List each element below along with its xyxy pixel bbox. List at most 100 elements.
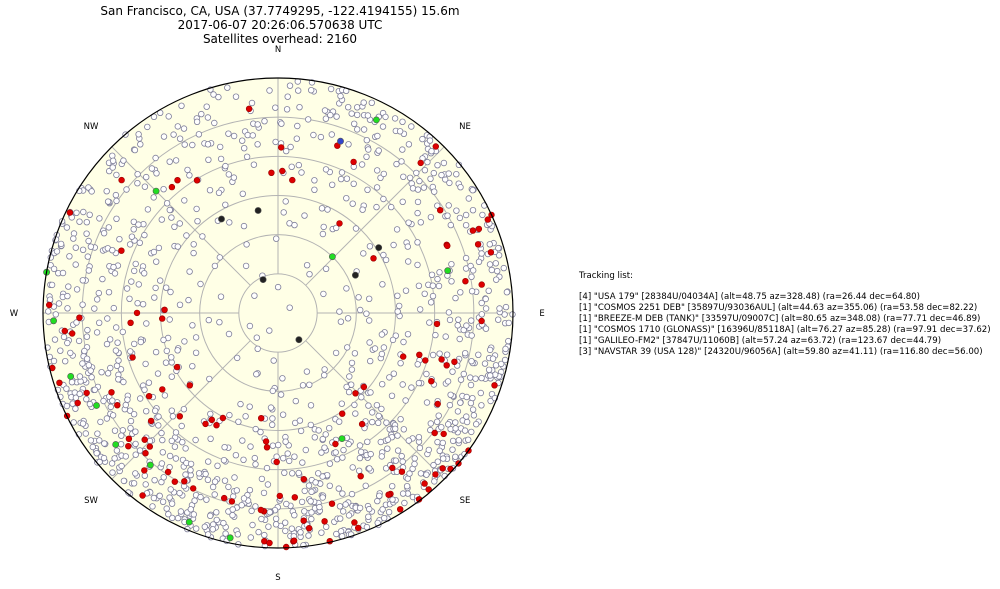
satellite-marker [312,479,319,486]
satellite-marker [136,395,144,402]
satellite-marker [351,120,358,127]
satellite-marker [182,445,189,452]
satellite-marker [442,333,449,340]
satellite-marker [452,294,459,302]
satellite-marker [448,278,455,285]
satellite-marker [105,289,113,296]
satellite-marker [358,394,365,401]
satellite-marker [103,415,111,422]
satellite-marker [253,334,260,341]
satellite-marker [207,435,214,442]
satellite-marker [446,401,454,409]
satellite-marker [405,141,413,148]
satellite-marker [342,501,349,508]
satellite-marker [113,362,121,369]
satellite-marker [231,474,238,481]
satellite-marker [421,290,428,297]
satellite-marker [269,387,276,395]
satellite-marker [96,437,103,444]
satellite-marker [405,219,412,226]
satellite-marker [473,421,480,428]
satellite-marker [478,250,485,257]
satellite-marker [123,285,131,292]
satellite-marker [349,200,356,207]
satellite-marker [252,503,259,510]
satellite-marker-red [142,450,149,457]
satellite-marker [248,99,256,107]
satellite-marker [250,161,258,168]
satellite-marker [295,161,302,169]
satellite-marker [72,261,79,268]
satellite-marker-red [164,468,172,476]
satellite-marker [181,197,188,204]
satellite-marker [351,401,358,409]
satellite-marker [456,214,464,222]
satellite-marker-red [278,144,285,151]
satellite-marker [215,189,223,196]
satellite-marker [113,215,120,222]
satellite-marker [209,526,216,533]
satellite-marker [345,103,352,111]
satellite-marker [399,458,406,465]
satellite-marker [73,286,81,293]
satellite-marker [159,449,166,456]
satellite-marker [494,267,501,275]
satellite-marker [316,503,323,511]
satellite-marker [210,91,217,98]
satellite-marker [159,498,167,505]
satellite-marker [324,206,331,213]
satellite-marker [150,248,158,256]
satellite-marker [79,246,87,253]
satellite-marker [380,251,387,259]
satellite-marker [376,492,383,499]
satellite-marker [368,99,375,106]
satellite-marker-red [171,478,179,485]
satellite-marker [151,407,159,414]
satellite-marker [460,370,467,378]
satellite-marker [117,441,125,448]
satellite-marker [311,434,318,441]
satellite-marker [240,495,248,502]
satellite-marker [427,175,434,182]
satellite-marker [486,346,494,354]
satellite-marker [436,350,443,357]
satellite-marker [114,339,121,346]
satellite-marker [295,469,302,477]
satellite-marker [468,288,476,295]
satellite-marker-red [56,379,63,386]
satellite-marker-red [202,420,209,428]
satellite-marker [486,261,494,268]
satellite-marker [251,454,258,462]
satellite-marker [63,385,70,392]
satellite-marker [87,367,94,374]
satellite-marker [438,171,445,179]
satellite-marker [378,405,385,413]
satellite-marker [317,133,325,141]
satellite-marker [356,467,363,474]
satellite-marker [322,166,330,173]
satellite-marker-red [118,247,125,254]
satellite-marker [400,426,407,433]
azimuth-spoke [305,340,445,480]
satellite-highlight [351,271,359,279]
satellite-marker [224,84,231,91]
satellite-marker [187,460,195,468]
satellite-marker-red [422,357,429,364]
satellite-marker [76,218,83,225]
satellite-marker [398,158,405,165]
satellite-marker [337,92,344,100]
satellite-marker [201,523,208,530]
satellite-marker [221,444,228,451]
satellite-marker [118,462,125,470]
satellite-marker [243,153,251,160]
satellite-marker [252,425,259,433]
satellite-marker [115,376,122,383]
satellite-marker [380,195,387,203]
satellite-marker [243,241,250,248]
satellite-marker-red [291,494,298,501]
satellite-marker [282,519,289,526]
satellite-marker-red [491,382,498,389]
satellite-marker [174,347,181,354]
satellite-marker [424,158,431,166]
satellite-marker [220,519,227,527]
